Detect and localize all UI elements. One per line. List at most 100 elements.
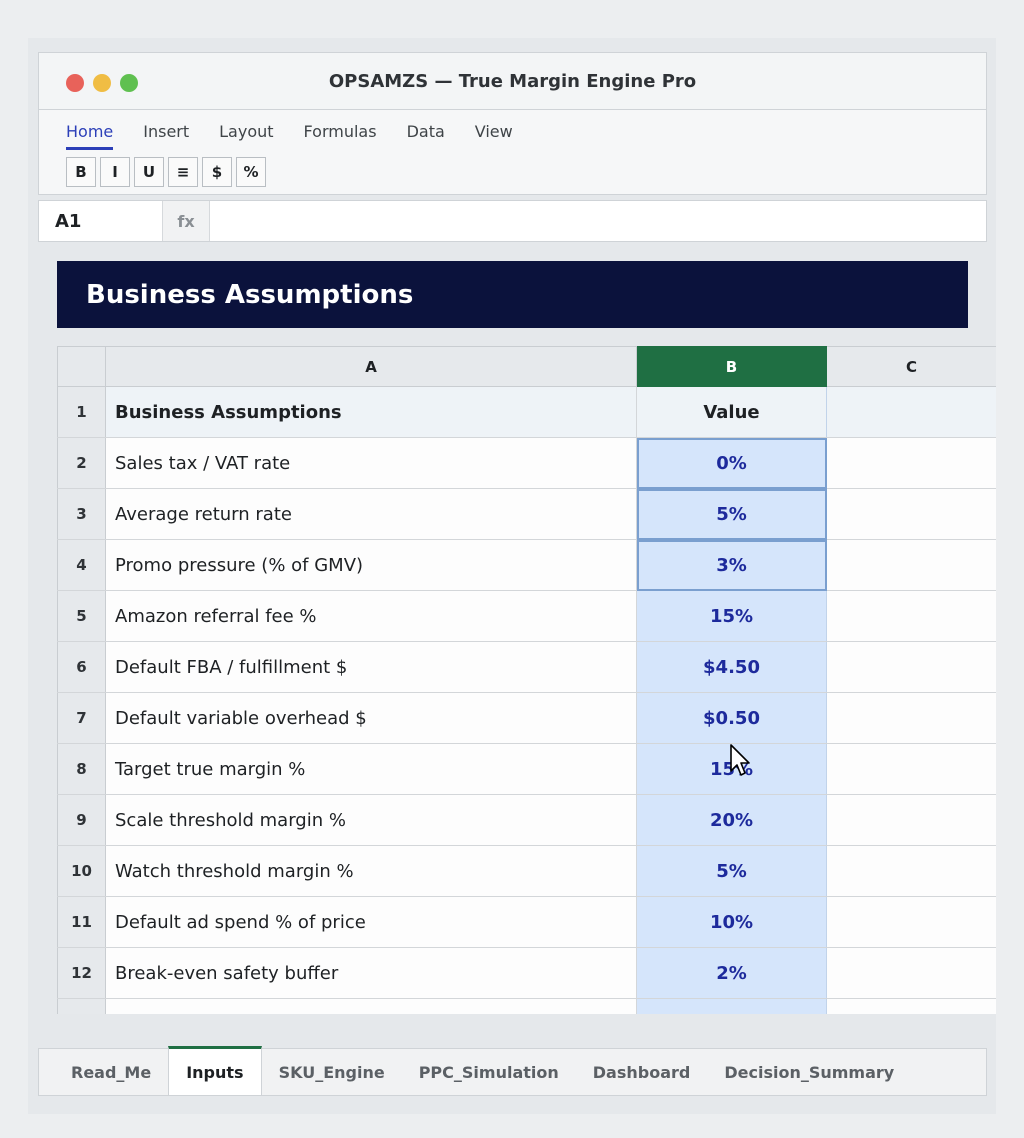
currency-format-button[interactable]: $ [202,157,232,187]
cell-c1[interactable] [826,386,996,438]
underline-button[interactable]: U [134,157,164,187]
select-all-corner[interactable] [57,346,106,387]
cell-c4[interactable] [826,539,996,591]
table-row: 6 Default FBA / fulfillment $ $4.50 [57,641,996,693]
row-header[interactable]: 3 [57,488,106,540]
cell-reference-box[interactable]: A1 [39,201,163,241]
cell-c5[interactable] [826,590,996,642]
row-header[interactable] [57,998,106,1014]
cell-c13[interactable] [826,998,996,1014]
row-header[interactable]: 7 [57,692,106,744]
row-header[interactable]: 4 [57,539,106,591]
cell-c6[interactable] [826,641,996,693]
cell-a6[interactable]: Default FBA / fulfillment $ [105,641,637,693]
cell-b2[interactable]: 0% [636,437,827,489]
row-header[interactable]: 1 [57,386,106,438]
sheet-tab-inputs[interactable]: Inputs [168,1046,262,1095]
cell-c7[interactable] [826,692,996,744]
sheet-tab-sku-engine[interactable]: SKU_Engine [278,1062,385,1082]
table-row: 11 Default ad spend % of price 10% [57,896,996,948]
cell-a2[interactable]: Sales tax / VAT rate [105,437,637,489]
cell-c8[interactable] [826,743,996,795]
row-header[interactable]: 10 [57,845,106,897]
column-header-b[interactable]: B [636,346,827,387]
menu-layout[interactable]: Layout [219,122,274,141]
sheet-tab-dashboard[interactable]: Dashboard [592,1062,691,1082]
cell-a10[interactable]: Watch threshold margin % [105,845,637,897]
cell-c11[interactable] [826,896,996,948]
cell-b5[interactable]: 15% [636,590,827,642]
table-row: 4 Promo pressure (% of GMV) 3% [57,539,996,591]
menu-view[interactable]: View [474,122,513,141]
format-toolbar: B I U ≡ $ % [66,157,270,187]
menu-formulas[interactable]: Formulas [303,122,377,141]
row-header[interactable]: 8 [57,743,106,795]
percent-format-button[interactable]: % [236,157,266,187]
cell-a13[interactable] [105,998,637,1014]
spreadsheet-grid: A B C 1 Business Assumptions Value 2 Sal… [57,346,996,1014]
minimize-window-icon[interactable] [93,74,111,92]
cell-a1[interactable]: Business Assumptions [105,386,637,438]
window-title: OPSAMZS — True Margin Engine Pro [328,71,697,92]
sheet-banner-title: Business Assumptions [57,261,968,328]
row-header[interactable]: 2 [57,437,106,489]
cell-c2[interactable] [826,437,996,489]
fx-icon: fx [163,201,210,241]
cell-a5[interactable]: Amazon referral fee % [105,590,637,642]
row-header[interactable]: 6 [57,641,106,693]
cell-c10[interactable] [826,845,996,897]
cell-b6[interactable]: $4.50 [636,641,827,693]
table-row: 9 Scale threshold margin % 20% [57,794,996,846]
close-window-icon[interactable] [66,74,84,92]
window-title-bar: OPSAMZS — True Margin Engine Pro [38,52,987,110]
table-row: 12 Break-even safety buffer 2% [57,947,996,999]
sheet-tab-read-me[interactable]: Read_Me [71,1062,152,1082]
table-row: 5 Amazon referral fee % 15% [57,590,996,642]
cell-a12[interactable]: Break-even safety buffer [105,947,637,999]
row-header[interactable]: 5 [57,590,106,642]
cell-a4[interactable]: Promo pressure (% of GMV) [105,539,637,591]
bold-button[interactable]: B [66,157,96,187]
cell-a11[interactable]: Default ad spend % of price [105,896,637,948]
sheet-tab-ppc-simulation[interactable]: PPC_Simulation [418,1062,559,1082]
row-header[interactable]: 11 [57,896,106,948]
cell-b13[interactable] [636,998,827,1014]
cell-c12[interactable] [826,947,996,999]
maximize-window-icon[interactable] [120,74,138,92]
cell-b10[interactable]: 5% [636,845,827,897]
table-row: 8 Target true margin % 15% [57,743,996,795]
cell-a3[interactable]: Average return rate [105,488,637,540]
cell-a8[interactable]: Target true margin % [105,743,637,795]
menu-insert[interactable]: Insert [143,122,190,141]
sheet-tab-bar: Read_Me Inputs SKU_Engine PPC_Simulation… [38,1046,987,1096]
cell-b9[interactable]: 20% [636,794,827,846]
cell-b3[interactable]: 5% [636,488,827,540]
column-header-c[interactable]: C [826,346,996,387]
cell-b7[interactable]: $0.50 [636,692,827,744]
menu-home[interactable]: Home [66,122,114,150]
cell-a9[interactable]: Scale threshold margin % [105,794,637,846]
italic-button[interactable]: I [100,157,130,187]
ribbon: Home Insert Layout Formulas Data View B … [38,109,987,195]
row-header[interactable]: 9 [57,794,106,846]
menu-data[interactable]: Data [406,122,445,141]
table-row: 7 Default variable overhead $ $0.50 [57,692,996,744]
cell-b12[interactable]: 2% [636,947,827,999]
sheet-tab-decision-summary[interactable]: Decision_Summary [724,1062,895,1082]
cell-b4[interactable]: 3% [636,539,827,591]
formula-input[interactable] [210,201,986,241]
column-header-a[interactable]: A [105,346,637,387]
formula-bar: A1 fx [38,200,987,242]
table-row: 10 Watch threshold margin % 5% [57,845,996,897]
cell-c9[interactable] [826,794,996,846]
cell-c3[interactable] [826,488,996,540]
menu-bar: Home Insert Layout Formulas Data View [66,122,543,150]
cell-b8[interactable]: 15% [636,743,827,795]
cell-a7[interactable]: Default variable overhead $ [105,692,637,744]
align-button[interactable]: ≡ [168,157,198,187]
row-header[interactable]: 12 [57,947,106,999]
cell-b1[interactable]: Value [636,386,827,438]
table-row: 1 Business Assumptions Value [57,386,996,438]
table-row: 3 Average return rate 5% [57,488,996,540]
cell-b11[interactable]: 10% [636,896,827,948]
